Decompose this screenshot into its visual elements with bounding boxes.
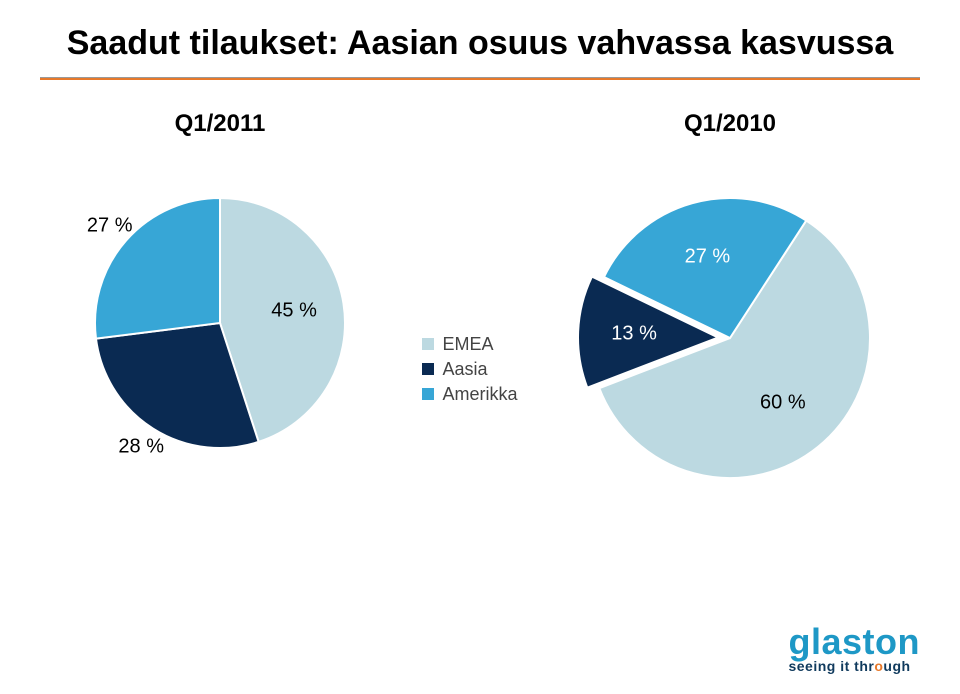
pie-chart-q1-2010: 60 % 13 % 27 % [560, 168, 900, 508]
legend-item-emea: EMEA [422, 334, 517, 355]
pie-label-aasia: 13 % [611, 322, 657, 345]
slide: Saadut tilaukset: Aasian osuus vahvassa … [0, 0, 960, 694]
legend-swatch [422, 338, 434, 350]
legend-swatch [422, 388, 434, 400]
pie-label-emea: 60 % [760, 392, 806, 415]
pie-label-aasia: 28 % [118, 436, 164, 459]
legend-label: Amerikka [442, 384, 517, 405]
title-rule [40, 77, 920, 80]
charts-row: Q1/2011 45 % 28 % 27 % EMEA Aasia Amerikka Q… [40, 110, 920, 508]
page-title: Saadut tilaukset: Aasian osuus vahvassa … [40, 24, 920, 63]
legend-swatch [422, 363, 434, 375]
pie-label-emea: 45 % [271, 300, 317, 323]
legend-label: Aasia [442, 359, 487, 380]
chart-left-title: Q1/2011 [175, 110, 266, 138]
legend: EMEA Aasia Amerikka [422, 330, 517, 409]
logo-brand: glaston [788, 624, 920, 660]
pie-label-amerikka: 27 % [685, 246, 731, 269]
chart-left-col: Q1/2011 45 % 28 % 27 % [70, 110, 370, 478]
legend-label: EMEA [442, 334, 493, 355]
logo-tagline: seeing it through [788, 658, 920, 674]
pie-label-amerikka: 27 % [87, 214, 133, 237]
logo: glaston seeing it through [788, 624, 920, 674]
chart-right-title: Q1/2010 [684, 110, 776, 138]
pie-chart-q1-2011: 45 % 28 % 27 % [65, 168, 375, 478]
legend-item-amerikka: Amerikka [422, 384, 517, 405]
chart-right-col: Q1/2010 60 % 13 % 27 % [570, 110, 890, 508]
legend-item-aasia: Aasia [422, 359, 517, 380]
